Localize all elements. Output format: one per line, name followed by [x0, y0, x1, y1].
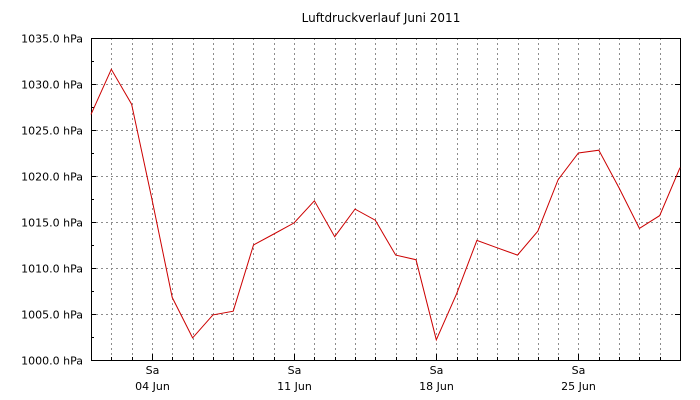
y-tick-label: 1000.0 hPa	[21, 355, 83, 368]
x-tick-date-label: 18 Jun	[419, 380, 454, 393]
x-tick-weekday-label: Sa	[146, 364, 160, 377]
x-tick-weekday-label: Sa	[572, 364, 586, 377]
x-tick-weekday-label: Sa	[288, 364, 302, 377]
x-tick-date-label: 04 Jun	[135, 380, 170, 393]
x-tick-date-label: 11 Jun	[277, 380, 312, 393]
x-tick-weekday-label: Sa	[430, 364, 444, 377]
chart-title: Luftdruckverlauf Juni 2011	[302, 11, 461, 25]
series-layer	[90, 68, 681, 342]
y-tick-label: 1025.0 hPa	[21, 125, 83, 138]
y-tick-label: 1030.0 hPa	[21, 79, 83, 92]
y-tick-label: 1015.0 hPa	[21, 217, 83, 230]
y-tick-label: 1020.0 hPa	[21, 171, 83, 184]
pressure-series-line	[90, 68, 681, 342]
y-tick-label: 1010.0 hPa	[21, 263, 83, 276]
x-tick-labels: Sa 04 Jun Sa 11 Jun Sa 18 Jun Sa 25 Jun	[135, 364, 596, 393]
grid	[91, 38, 681, 360]
y-tick-labels: 1000.0 hPa 1005.0 hPa 1010.0 hPa 1015.0 hPa…	[21, 33, 83, 368]
y-tick-label: 1035.0 hPa	[21, 33, 83, 46]
axes	[91, 38, 681, 361]
x-tick-date-label: 25 Jun	[561, 380, 596, 393]
y-tick-label: 1005.0 hPa	[21, 309, 83, 322]
